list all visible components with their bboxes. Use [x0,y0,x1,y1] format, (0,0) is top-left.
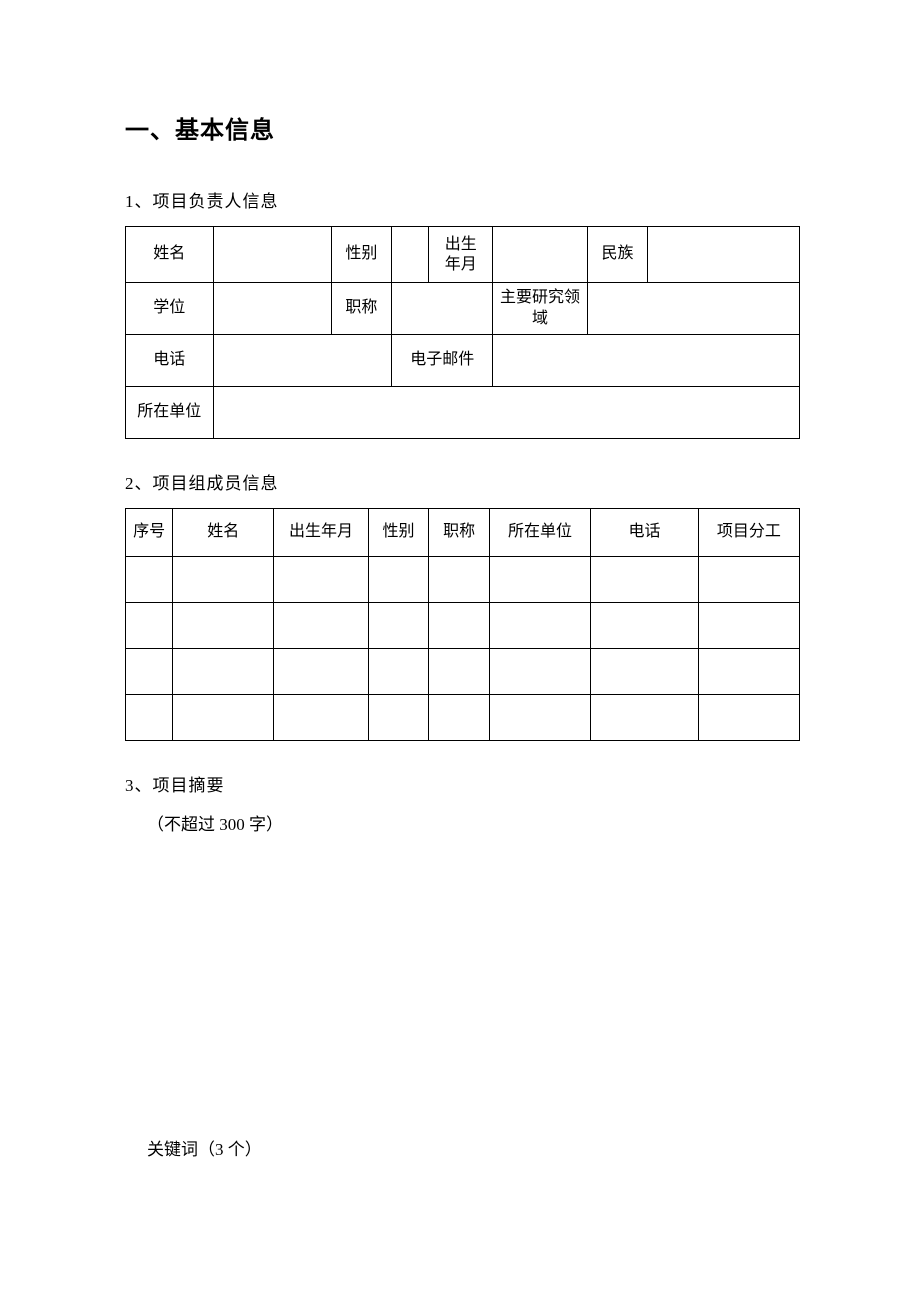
col-name: 姓名 [173,509,274,557]
label-birth: 出生 年月 [429,227,493,283]
value-name [213,227,331,283]
main-heading: 一、基本信息 [125,110,800,145]
table-row [126,695,800,741]
value-title [392,283,493,335]
label-ethnicity: 民族 [587,227,648,283]
value-ethnicity [648,227,800,283]
label-degree: 学位 [126,283,214,335]
value-degree [213,283,331,335]
col-gender: 性别 [368,509,429,557]
label-name: 姓名 [126,227,214,283]
col-role: 项目分工 [698,509,799,557]
col-title: 职称 [429,509,490,557]
label-phone: 电话 [126,335,214,387]
section1-title: 1、项目负责人信息 [125,187,800,212]
table-row [126,557,800,603]
label-research: 主要研究领域 [493,283,587,335]
col-phone: 电话 [591,509,699,557]
value-birth [493,227,587,283]
col-org: 所在单位 [489,509,590,557]
keywords-note: 关键词（3 个） [125,1135,800,1160]
label-gender: 性别 [331,227,392,283]
label-title: 职称 [331,283,392,335]
section2-title: 2、项目组成员信息 [125,469,800,494]
value-email [493,335,800,387]
members-table: 序号 姓名 出生年月 性别 职称 所在单位 电话 项目分工 [125,508,800,741]
section3-title: 3、项目摘要 [125,771,800,796]
value-gender [392,227,429,283]
table-row [126,603,800,649]
col-birth: 出生年月 [274,509,368,557]
value-research [587,283,799,335]
value-phone [213,335,392,387]
table-row [126,649,800,695]
value-org [213,387,799,439]
label-org: 所在单位 [126,387,214,439]
label-email: 电子邮件 [392,335,493,387]
document-page: 一、基本信息 1、项目负责人信息 姓名 性别 出生 年月 民族 学位 [0,0,920,1301]
leader-info-table: 姓名 性别 出生 年月 民族 学位 职称 主要研究领域 电话 电子邮件 [125,226,800,439]
abstract-note: （不超过 300 字） [125,810,800,835]
col-no: 序号 [126,509,173,557]
